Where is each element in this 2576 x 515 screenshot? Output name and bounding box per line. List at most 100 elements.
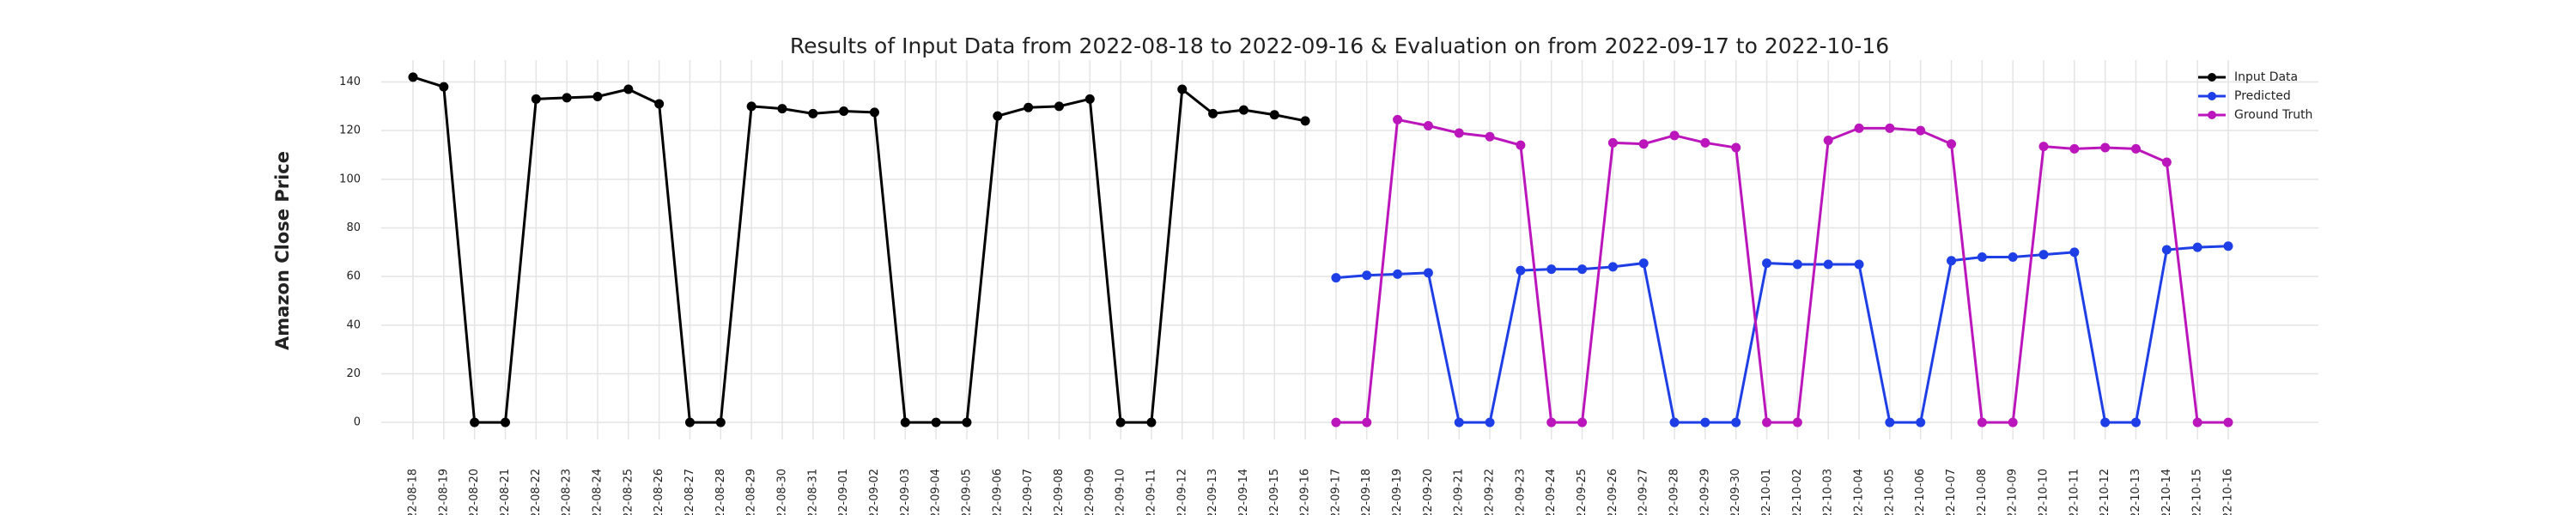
data-point [1947, 139, 1957, 149]
data-point [1731, 417, 1741, 427]
data-point [1516, 265, 1526, 276]
data-point [1084, 94, 1095, 104]
y-tick-label: 20 [346, 367, 361, 380]
data-point [1454, 128, 1464, 138]
x-tick-label: 2022-09-24 [1545, 469, 1558, 515]
legend-label: Ground Truth [2234, 108, 2312, 122]
data-point [2192, 242, 2202, 252]
data-point [777, 104, 787, 114]
data-point [962, 417, 972, 427]
x-tick-label: 2022-10-08 [1976, 469, 1989, 515]
x-tick-label: 2022-10-07 [1945, 469, 1958, 515]
x-tick-label: 2022-08-29 [745, 469, 758, 515]
x-tick-label: 2022-08-19 [437, 469, 450, 515]
legend-marker [2208, 73, 2216, 82]
data-point [1700, 417, 1710, 427]
data-point [1792, 259, 1802, 270]
x-tick-label: 2022-09-18 [1360, 469, 1373, 515]
x-tick-label: 2022-10-10 [2038, 469, 2050, 515]
data-point [1577, 264, 1588, 275]
x-tick-label: 2022-09-08 [1053, 469, 1066, 515]
data-point [1393, 269, 1403, 279]
x-tick-label: 2022-08-18 [407, 469, 420, 515]
x-tick-label: 2022-08-24 [591, 469, 604, 515]
x-tick-label: 2022-10-13 [2129, 469, 2142, 515]
data-point [1423, 121, 1433, 130]
series-line [412, 76, 1306, 424]
legend-label: Predicted [2234, 89, 2291, 103]
data-point [1054, 101, 1064, 112]
data-point [562, 93, 572, 103]
x-tick-label: 2022-10-06 [1914, 469, 1927, 515]
data-point [2131, 417, 2142, 427]
x-tick-label: 2022-09-27 [1637, 469, 1650, 515]
data-point [1362, 417, 1372, 427]
data-point [1762, 258, 1772, 269]
x-tick-label: 2022-08-22 [530, 469, 543, 515]
data-point [2131, 143, 2142, 154]
data-point [1947, 256, 1957, 266]
data-point [1208, 108, 1218, 118]
data-point [1577, 417, 1588, 427]
y-tick-label: 100 [339, 173, 361, 185]
data-point [1146, 417, 1157, 427]
x-tick-label: 2022-09-30 [1729, 469, 1742, 515]
x-tick-label: 2022-10-14 [2160, 469, 2173, 515]
x-tick-label: 2022-08-30 [775, 469, 788, 515]
data-point [1792, 417, 1802, 427]
data-point [1024, 102, 1034, 112]
x-tick-label: 2022-09-22 [1484, 469, 1497, 515]
data-point [1362, 270, 1372, 281]
x-tick-label: 2022-09-04 [930, 469, 943, 515]
data-point [500, 417, 510, 427]
data-point [2223, 417, 2233, 427]
data-point [993, 111, 1003, 121]
data-point [1916, 417, 1926, 427]
data-point [2192, 417, 2202, 427]
x-tick-label: 2022-09-02 [868, 469, 881, 515]
series-line [1335, 118, 2228, 424]
data-point [592, 92, 603, 101]
x-tick-label: 2022-10-12 [2099, 469, 2111, 515]
x-tick-label: 2022-09-17 [1329, 469, 1342, 515]
x-tick-label: 2022-09-05 [960, 469, 973, 515]
x-tick-label: 2022-08-28 [714, 469, 727, 515]
x-tick-label: 2022-09-23 [1514, 469, 1527, 515]
data-point [839, 106, 849, 116]
x-tick-label: 2022-09-25 [1576, 469, 1589, 515]
x-tick-label: 2022-08-31 [806, 469, 819, 515]
data-point [931, 417, 941, 427]
data-point [2038, 250, 2049, 260]
x-tick-label: 2022-08-23 [561, 469, 574, 515]
x-tick-label: 2022-10-04 [1853, 469, 1866, 515]
data-point [2038, 142, 2049, 152]
data-point [1485, 131, 1495, 142]
y-tick-label: 120 [339, 124, 361, 137]
x-tick-label: 2022-09-01 [837, 469, 850, 515]
data-point [2161, 245, 2172, 255]
data-point [1300, 116, 1310, 126]
x-tick-label: 2022-09-29 [1698, 469, 1711, 515]
x-tick-label: 2022-08-25 [622, 469, 635, 515]
x-tick-label: 2022-10-15 [2191, 469, 2204, 515]
data-point [2223, 241, 2233, 251]
data-point [1516, 140, 1526, 150]
data-point [1854, 123, 1864, 133]
data-point [531, 94, 541, 104]
data-point [1823, 136, 1833, 145]
data-point [1823, 259, 1833, 270]
data-point [408, 72, 418, 82]
x-tick-label: 2022-09-09 [1084, 469, 1097, 515]
data-point [1269, 110, 1279, 120]
data-point [746, 101, 756, 112]
x-tick-label: 2022-08-27 [683, 469, 696, 515]
data-point [684, 417, 695, 427]
data-point [869, 107, 879, 118]
data-point [1238, 105, 1249, 115]
legend-marker [2208, 111, 2216, 119]
x-tick-label: 2022-08-26 [653, 469, 665, 515]
legend-marker [2208, 92, 2216, 100]
data-point [623, 84, 634, 94]
